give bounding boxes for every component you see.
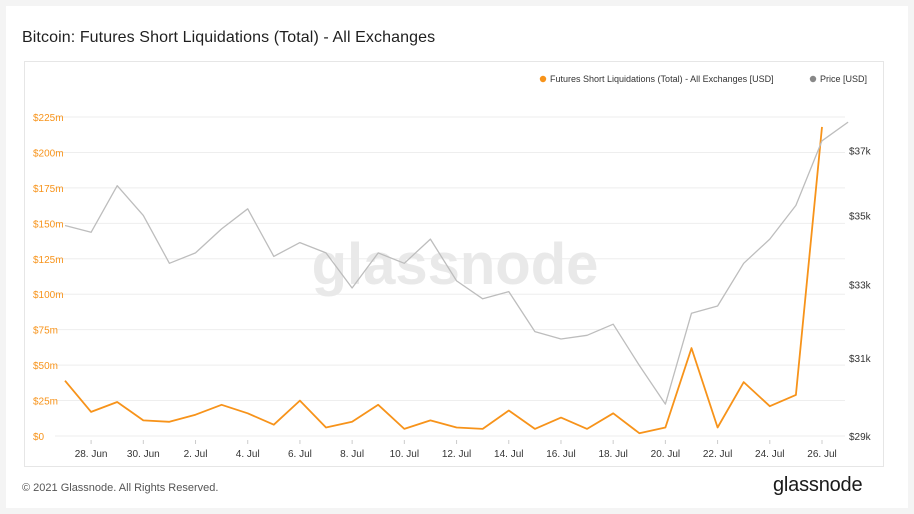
x-axis-tick-label: 28. Jun [75, 449, 108, 460]
glassnode-logo[interactable]: glassnode [773, 474, 863, 496]
left-axis-tick-label: $225m [33, 113, 64, 124]
x-axis-tick-label: 8. Jul [340, 449, 364, 460]
left-axis-tick-label: $125m [33, 255, 64, 266]
x-axis-tick-label: 16. Jul [546, 449, 575, 460]
left-axis-tick-label: $0 [33, 432, 45, 443]
x-axis-tick-label: 26. Jul [807, 449, 836, 460]
x-axis-tick-label: 22. Jul [703, 449, 732, 460]
right-axis-tick-label: $31k [849, 354, 872, 365]
right-axis-tick-label: $35k [849, 211, 872, 222]
price-line [64, 121, 849, 405]
legend-dot-price [809, 75, 817, 83]
left-axis-tick-label: $50m [33, 361, 58, 372]
x-axis-tick-label: 14. Jul [494, 449, 523, 460]
left-axis-tick-label: $150m [33, 219, 64, 230]
x-axis-tick-label: 6. Jul [288, 449, 312, 460]
legend-label-price: Price [USD] [820, 74, 867, 84]
left-axis-tick-label: $75m [33, 326, 58, 337]
left-axis-tick-label: $25m [33, 397, 58, 408]
copyright-text: © 2021 Glassnode. All Rights Reserved. [22, 482, 219, 494]
x-axis-tick-label: 2. Jul [184, 449, 208, 460]
right-axis-tick-label: $29k [849, 432, 872, 443]
chart-area: $0 $25m $50m $75m $100m $125m $150m $175m $200m $… [24, 61, 884, 467]
x-axis-tick-label: 18. Jul [598, 449, 627, 460]
right-axis-tick-label: $33k [849, 280, 872, 291]
right-axis-tick-label: $37k [849, 146, 872, 157]
x-axis-tick-label: 30. Jun [127, 449, 160, 460]
left-axis-tick-label: $175m [33, 184, 64, 195]
chart-svg: $0 $25m $50m $75m $100m $125m $150m $175m $200m $… [33, 74, 872, 460]
x-axis-tick-label: 24. Jul [755, 449, 784, 460]
legend-dot-liquidations [539, 75, 547, 83]
left-axis-tick-label: $200m [33, 148, 64, 159]
legend-label-liquidations: Futures Short Liquidations (Total) - All… [550, 74, 774, 84]
x-axis-tick-label: 10. Jul [390, 449, 419, 460]
page-title: Bitcoin: Futures Short Liquidations (Tot… [22, 29, 436, 46]
x-axis-tick-label: 12. Jul [442, 449, 471, 460]
liquidations-line [64, 126, 823, 435]
left-axis-tick-label: $100m [33, 290, 64, 301]
x-axis-tick-label: 20. Jul [651, 449, 680, 460]
watermark: glassnode [312, 232, 599, 297]
x-axis-tick-label: 4. Jul [236, 449, 260, 460]
